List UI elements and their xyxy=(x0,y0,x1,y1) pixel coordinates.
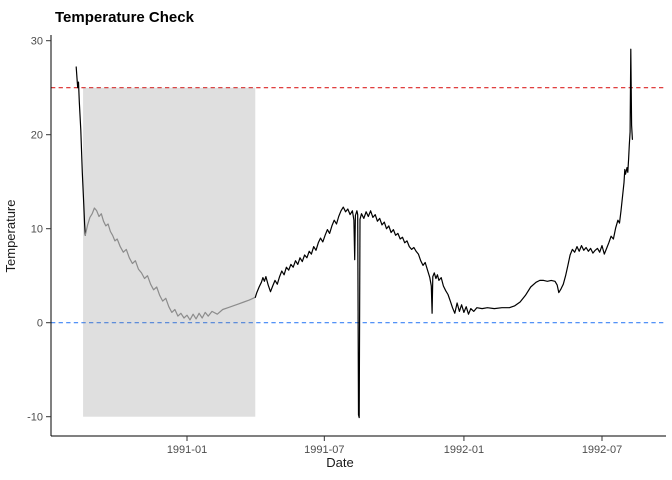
y-tick-label: 0 xyxy=(37,318,43,330)
temperature-main xyxy=(254,48,634,419)
x-tick-label: 1992-07 xyxy=(582,444,622,456)
x-tick-label: 1991-01 xyxy=(167,444,207,456)
temperature-highlighted-window xyxy=(84,207,256,321)
y-tick-label: 10 xyxy=(31,224,43,236)
y-tick-label: 30 xyxy=(31,36,43,48)
shaded-region xyxy=(83,87,256,417)
x-axis-title: Date xyxy=(326,455,353,470)
x-tick-label: 1991-07 xyxy=(304,444,344,456)
axes-layer: 30 20 10 0 -10 1991-01 1991-07 1992-01 1992-07 xyxy=(27,35,666,456)
y-tick-label: 20 xyxy=(31,130,43,142)
shaded-region-layer xyxy=(83,87,256,417)
y-axis-title: Temperature xyxy=(3,200,18,273)
y-tick-label: -10 xyxy=(27,412,43,424)
temperature-initial-drop xyxy=(75,66,86,236)
x-tick-label: 1992-01 xyxy=(444,444,484,456)
series-layer xyxy=(75,48,634,419)
chart-title: Temperature Check xyxy=(55,9,195,26)
